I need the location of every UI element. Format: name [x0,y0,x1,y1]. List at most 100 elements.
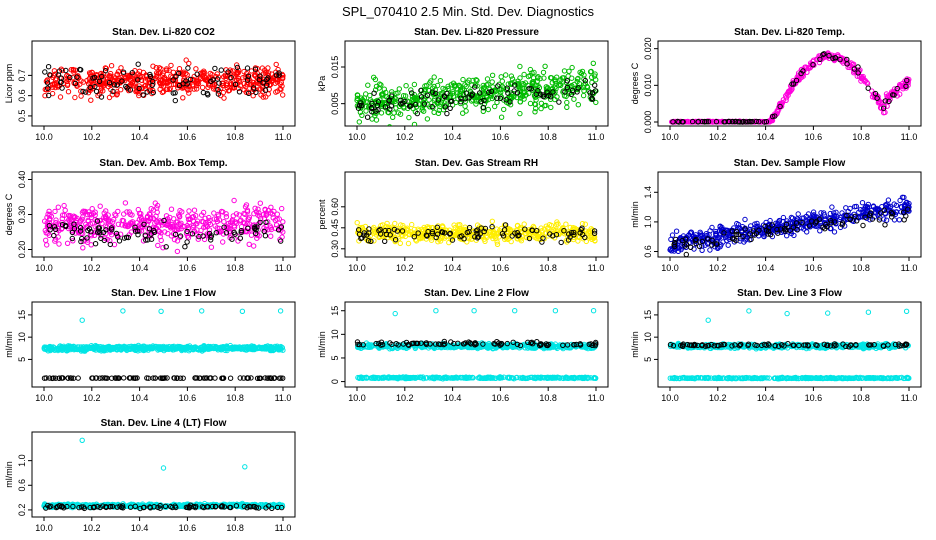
data-point [821,51,827,57]
data-point [411,121,418,126]
data-point [103,375,109,381]
data-point [421,224,427,231]
data-point [382,104,389,110]
y-tick-label: 10 [330,329,340,339]
x-tick-label: 10.0 [35,132,53,142]
data-point [107,241,114,248]
data-point [872,206,879,212]
data-point [422,83,428,89]
data-point [225,88,232,94]
data-point [753,230,760,237]
data-point [497,92,503,98]
data-point [900,209,907,215]
data-point [571,229,577,236]
data-point [486,89,492,95]
plot-frame [31,40,296,127]
data-point [457,234,463,240]
data-point [251,343,257,350]
data-point [795,211,801,217]
data-point [157,80,164,86]
data-point [816,216,823,222]
data-point [500,233,507,239]
data-point [179,209,185,215]
data-point [571,81,577,88]
x-tick-label: 10.8 [852,263,870,273]
data-point [480,94,486,100]
data-point [673,236,679,243]
data-point [515,78,521,84]
x-tick-label: 10.2 [83,132,101,142]
data-point [96,78,103,85]
data-point [49,375,55,382]
data-point [87,231,94,238]
data-point [234,344,241,351]
data-point [504,85,510,91]
data-point [85,227,91,234]
data-point [129,80,135,86]
data-point [775,220,781,227]
data-point [767,231,774,238]
data-point [505,236,511,243]
data-point [240,75,246,81]
data-point [495,83,501,89]
data-point [405,240,412,247]
data-point [575,102,581,108]
data-point [583,228,589,234]
data-point [159,89,166,96]
y-axis-label: ml/min [630,201,640,228]
data-point [236,89,243,95]
data-point [431,74,437,80]
data-point [241,68,247,75]
data-point [820,51,826,58]
data-point [262,87,269,93]
data-point [256,86,263,92]
data-point [228,219,234,226]
data-point [756,227,762,233]
data-point [424,92,431,99]
data-point [123,234,130,241]
data-point [86,226,93,232]
data-point [67,213,73,219]
data-point [107,219,113,225]
data-point [259,346,265,352]
data-point [837,214,843,221]
data-point [203,77,209,83]
data-point [51,232,57,239]
data-point [424,116,431,122]
data-point [260,89,266,95]
data-point [222,72,228,79]
data-point [273,89,279,95]
data-point [221,345,227,352]
data-point [215,91,222,97]
data-point [593,77,599,83]
data-point [262,375,268,381]
data-point [543,84,549,90]
data-point [401,105,407,111]
data-point [107,70,114,77]
x-tick-label: 10.8 [226,263,244,273]
data-point [98,235,104,242]
data-point [86,70,93,76]
data-point [507,227,513,234]
x-tick-label: 11.0 [901,263,918,273]
data-point [52,208,58,215]
data-point [152,220,158,226]
data-point [378,110,385,116]
data-point [246,241,252,248]
data-point [891,217,898,223]
y-tick-label: 0.45 [330,219,340,237]
data-point [97,217,104,224]
data-point [843,205,849,211]
data-point [699,238,705,245]
data-point [399,228,406,234]
data-point [144,89,150,95]
data-point [502,222,509,228]
x-tick-label: 10.8 [539,132,557,142]
data-point [57,345,63,352]
data-point [449,235,455,241]
data-point [108,225,115,231]
data-point [398,222,404,228]
data-point [66,344,72,350]
data-point [713,119,720,125]
